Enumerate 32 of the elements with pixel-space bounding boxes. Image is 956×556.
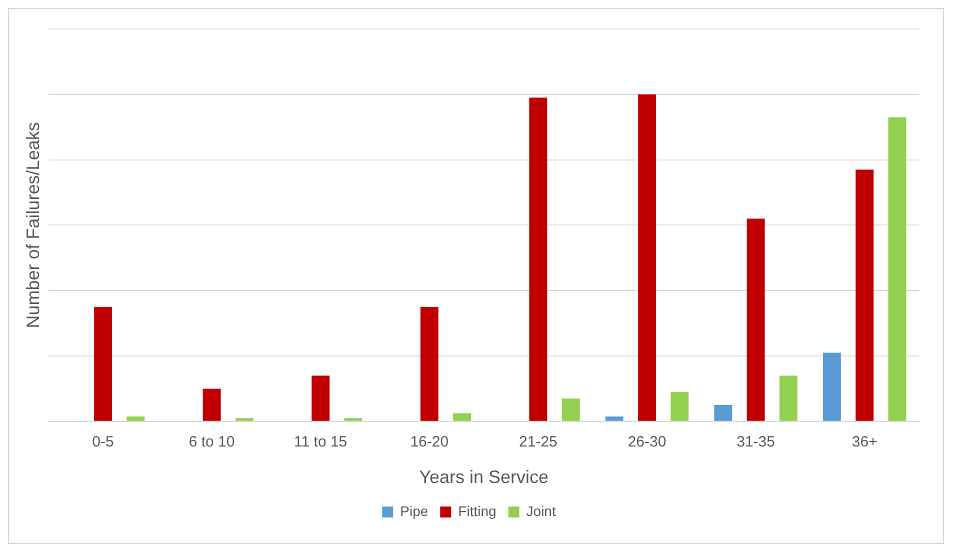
x-tick-label: 16-20 [410, 434, 449, 451]
legend-label: Fitting [458, 502, 496, 519]
x-tick-label: 36+ [852, 434, 878, 451]
x-tick-label: 11 to 15 [294, 434, 348, 451]
bar [420, 306, 438, 421]
bar [344, 418, 362, 421]
bar [670, 392, 689, 421]
bar [638, 94, 656, 421]
y-axis-title: Number of Failures/Leaks [22, 122, 43, 328]
x-axis-title: Years in Service [419, 467, 549, 488]
bar [605, 416, 624, 421]
bar [529, 98, 548, 421]
legend-label: Pipe [400, 502, 428, 519]
bar [562, 398, 580, 421]
x-tick-label: 0-5 [92, 434, 114, 451]
bar [453, 413, 472, 421]
x-tick-label: 21-25 [519, 434, 558, 451]
bar [746, 218, 765, 421]
bar [202, 388, 221, 421]
bar [714, 405, 732, 421]
bar [312, 376, 330, 421]
bar [888, 117, 906, 421]
bar [856, 170, 874, 421]
legend-label: Joint [526, 502, 556, 519]
bar [126, 416, 145, 421]
bar [779, 376, 798, 421]
bar [822, 352, 841, 421]
x-tick-label: 26-30 [628, 434, 666, 451]
x-tick-label: 6 to 10 [188, 434, 235, 451]
x-tick-label: 31-35 [736, 434, 775, 451]
bar [235, 418, 254, 421]
bar [94, 306, 112, 421]
